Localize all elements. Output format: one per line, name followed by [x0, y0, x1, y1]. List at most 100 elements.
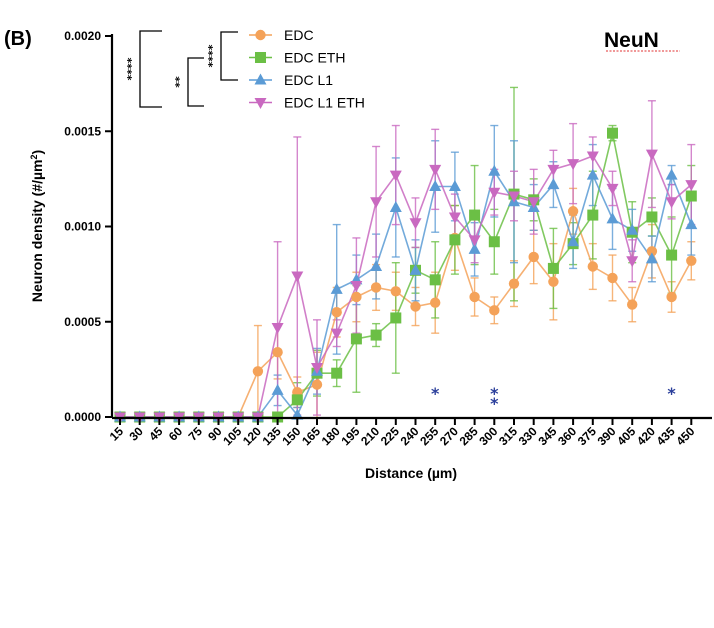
- data-point-edc-l1: [685, 218, 698, 230]
- data-point-edc-eth: [331, 367, 343, 379]
- data-point-edc-l1: [271, 383, 284, 395]
- data-point-edc-eth: [587, 209, 599, 221]
- data-point-edc: [528, 251, 539, 263]
- data-point-edc: [252, 366, 264, 377]
- x-tick-label: 450: [673, 424, 697, 448]
- data-point-edc-l1: [567, 235, 580, 247]
- data-point-edc-l1: [429, 179, 442, 191]
- data-point-edc-l1-eth: [488, 187, 501, 199]
- comparison-bracket: [139, 30, 162, 108]
- x-tick-label: 45: [146, 424, 166, 444]
- chart-title: NeuN: [604, 29, 659, 52]
- data-point-edc-l1-eth: [350, 281, 363, 293]
- bracket-stars: ****: [206, 44, 219, 67]
- data-point-edc-l1-eth: [685, 180, 698, 192]
- data-point-edc: [410, 301, 421, 312]
- bracket-stars: ****: [125, 57, 138, 80]
- y-axis-ticks: 0.0000 0.0005 0.0010 0.0015 0.0020: [64, 29, 112, 424]
- data-point-edc: [607, 272, 618, 284]
- data-point-edc-l1-eth: [448, 212, 461, 224]
- data-point-edc-l1: [330, 282, 343, 294]
- data-point-edc: [272, 347, 283, 358]
- data-point-edc-l1-eth: [271, 322, 284, 334]
- data-point-edc-eth: [547, 262, 559, 274]
- legend-label-edc-l1-eth: EDC L1 ETH: [284, 95, 365, 111]
- data-point-edc-eth: [607, 127, 618, 139]
- data-point-edc-eth: [488, 236, 500, 248]
- data-point-edc-eth: [390, 312, 402, 324]
- data-point-edc: [311, 379, 323, 390]
- y-axis-title-main: Neuron density (#/µm: [29, 160, 45, 303]
- data-point-edc-l1: [448, 179, 461, 191]
- y-axis-title: Neuron density (#/µm2): [29, 150, 45, 302]
- legend-marker-edc-l1: [254, 73, 267, 85]
- data-point-edc: [587, 261, 598, 272]
- series-line-edc: [120, 208, 693, 418]
- data-point-edc-l1: [645, 252, 658, 264]
- significance-asterisk: *: [431, 384, 440, 403]
- data-point-edc: [489, 305, 500, 316]
- data-point-edc: [686, 255, 697, 266]
- data-point-edc-eth: [350, 333, 362, 345]
- data-point-edc-l1: [547, 178, 560, 190]
- legend-marker-edc-eth: [255, 52, 266, 63]
- data-point-edc-l1-eth: [626, 256, 639, 268]
- comparison-brackets: **********: [125, 30, 238, 108]
- data-point-edc-l1-eth: [330, 328, 343, 340]
- y-axis-title-superscript: 2: [29, 155, 39, 160]
- data-point-edc-eth: [666, 249, 678, 261]
- data-point-edc-l1-eth: [606, 183, 619, 195]
- x-tick-label: 60: [166, 424, 186, 444]
- data-point-edc: [331, 307, 342, 318]
- data-point-edc-l1: [586, 168, 599, 180]
- x-tick-label: 15: [107, 424, 127, 444]
- data-point-edc-l1: [291, 408, 304, 420]
- y-tick-label: 0.0005: [64, 315, 101, 329]
- data-point-edc-l1-eth: [547, 164, 560, 176]
- data-point-edc-l1: [665, 168, 678, 180]
- x-tick-label: 75: [186, 424, 206, 444]
- data-point-edc: [351, 291, 362, 303]
- data-point-edc: [508, 278, 520, 289]
- panel-label: (B): [4, 28, 32, 50]
- data-point-edc-l1-eth: [311, 362, 323, 374]
- data-point-edc-eth: [685, 190, 697, 202]
- data-point-edc-l1: [488, 164, 501, 176]
- data-point-edc-eth: [291, 394, 303, 406]
- legend-marker-edc: [255, 29, 266, 41]
- data-point-edc-l1-eth: [586, 151, 599, 163]
- data-point-edc-l1: [606, 212, 619, 224]
- legend-label-edc-eth: EDC ETH: [284, 50, 345, 66]
- data-point-edc-eth: [646, 211, 658, 223]
- data-point-edc-l1-eth: [429, 164, 442, 176]
- legend: EDC EDC ETH EDC L1 EDC L1 ETH: [249, 27, 365, 111]
- data-point-edc: [370, 282, 382, 293]
- data-point-edc-l1-eth: [409, 218, 422, 230]
- data-point-edc-l1-eth: [389, 170, 402, 182]
- x-axis-title: Distance (µm): [365, 465, 457, 481]
- y-tick-label: 0.0015: [64, 124, 101, 138]
- data-point-edc-l1: [370, 260, 383, 272]
- y-tick-label: 0.0010: [64, 220, 101, 234]
- legend-marker-edc-l1-eth: [254, 98, 267, 109]
- data-point-edc: [469, 291, 480, 303]
- data-point-edc-l1-eth: [665, 197, 678, 209]
- data-point-edc-l1: [409, 263, 422, 275]
- data-point-edc: [627, 299, 638, 310]
- data-point-edc: [390, 286, 401, 297]
- y-axis-title-close: ): [29, 150, 45, 155]
- data-point-edc-l1: [389, 200, 402, 212]
- data-point-edc: [567, 206, 579, 217]
- data-point-edc: [548, 276, 559, 287]
- data-point-edc-l1-eth: [567, 159, 580, 171]
- data-point-edc: [430, 297, 441, 308]
- series-lines: [120, 132, 693, 418]
- data-point-edc-eth: [370, 329, 382, 341]
- data-point-edc-l1-eth: [468, 235, 481, 247]
- x-tick-label: 30: [126, 424, 146, 444]
- legend-label-edc: EDC: [284, 27, 314, 43]
- data-point-edc-l1: [468, 242, 481, 254]
- legend-label-edc-l1: EDC L1: [284, 72, 333, 88]
- significance-asterisk: *: [490, 384, 499, 403]
